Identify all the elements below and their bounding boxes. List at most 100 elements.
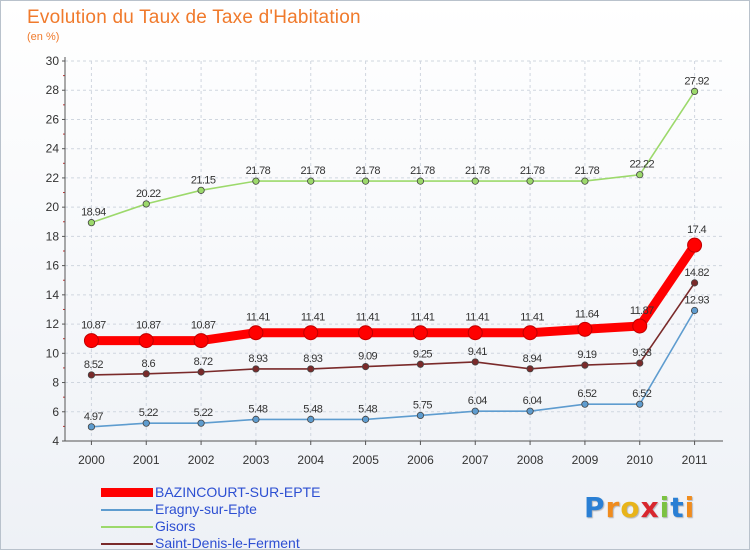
data-label: 5.48 — [248, 403, 267, 415]
data-label: 11.41 — [246, 312, 270, 324]
x-tick-label: 2007 — [462, 453, 489, 467]
series-lines — [83, 87, 703, 431]
series-point — [83, 333, 99, 349]
series-point — [252, 415, 260, 423]
axes: 4 6 8 10 12 14 16 18 20 22 24 26 28 30 2000 2001 2002 200… — [46, 54, 723, 467]
data-label: 14.82 — [684, 267, 709, 279]
proxiti-logo: Proxiti — [584, 491, 695, 524]
legend-label: Eragny-sur-Epte — [155, 501, 257, 517]
data-label: 18.94 — [81, 207, 106, 219]
series-point — [361, 363, 370, 371]
logo-letter: o — [620, 491, 641, 524]
series-point — [252, 177, 260, 185]
data-label: 21.78 — [246, 165, 271, 177]
data-label: 9.41 — [468, 346, 487, 358]
series-line-saint-denis-le-ferment — [90, 282, 696, 376]
data-label: 5.22 — [139, 407, 158, 419]
series-point — [361, 415, 370, 423]
data-label: 11.41 — [411, 312, 435, 324]
data-label: 8.93 — [248, 353, 267, 365]
series-point — [526, 177, 534, 185]
series-point — [142, 419, 150, 427]
series-point — [416, 411, 425, 420]
data-label: 8.94 — [523, 353, 542, 365]
data-label: 20.22 — [136, 188, 161, 200]
data-label: 9.09 — [358, 351, 377, 363]
data-label: 27.92 — [684, 75, 709, 87]
series-point — [690, 306, 699, 315]
data-label: 21.78 — [575, 165, 600, 177]
legend-label: BAZINCOURT-SUR-EPTE — [155, 484, 321, 500]
data-label: 6.04 — [468, 395, 487, 407]
series-point — [526, 365, 534, 373]
chart-title: Evolution du Taux de Taxe d'Habitation — [27, 7, 361, 28]
series-point — [636, 359, 644, 367]
x-tick-label: 2008 — [517, 453, 544, 467]
y-tick-label: 16 — [46, 259, 60, 273]
series-point — [471, 407, 479, 415]
series-point — [471, 358, 479, 366]
logo-letter: i — [684, 491, 696, 524]
x-tick-label: 2003 — [243, 453, 270, 467]
series-point — [307, 177, 315, 185]
series-point — [307, 415, 315, 423]
series-point — [138, 333, 154, 349]
data-label: 8.93 — [303, 353, 322, 365]
series-point — [581, 361, 589, 369]
x-tick-label: 2006 — [407, 453, 434, 467]
y-tick-label: 20 — [46, 200, 60, 214]
data-label: 6.52 — [632, 388, 651, 400]
series-point — [577, 321, 593, 337]
x-tick-label: 2004 — [297, 453, 324, 467]
logo-letter: x — [640, 491, 660, 524]
data-label: 9.25 — [413, 348, 432, 360]
y-tick-label: 18 — [46, 229, 60, 243]
series-point — [193, 333, 209, 349]
series-point — [303, 325, 319, 341]
data-label: 11.87 — [630, 305, 654, 317]
grid — [65, 60, 723, 442]
logo-letter: r — [605, 491, 621, 524]
data-label: 6.52 — [577, 388, 596, 400]
data-labels: 4.97 5.22 5.22 5.48 5.48 5.48 5.75 6.04 6.04 6.52… — [81, 75, 710, 422]
data-label: 21.78 — [410, 165, 435, 177]
data-label: 5.75 — [413, 399, 432, 411]
data-label: 10.87 — [136, 320, 161, 332]
y-tick-label: 6 — [52, 405, 59, 419]
x-tick-label: 2011 — [682, 453, 708, 467]
y-tick-label: 14 — [46, 288, 60, 302]
chart-subtitle: (en %) — [27, 31, 60, 43]
series-point — [471, 177, 479, 185]
data-label: 12.93 — [684, 294, 709, 306]
series-point — [197, 186, 205, 194]
y-tick-label: 12 — [46, 317, 60, 331]
y-tick-label: 22 — [46, 171, 60, 185]
data-label: 17.4 — [687, 224, 706, 236]
series-point — [361, 177, 370, 185]
data-label: 9.33 — [632, 347, 651, 359]
logo-letter: P — [584, 491, 606, 524]
data-label: 21.78 — [300, 165, 325, 177]
data-label: 5.22 — [194, 407, 213, 419]
data-label: 8.52 — [84, 359, 103, 371]
series-point — [252, 365, 260, 373]
series-line-gisors — [90, 90, 696, 224]
x-tick-label: 2009 — [572, 453, 599, 467]
y-tick-label: 4 — [52, 434, 59, 448]
series-point — [632, 318, 648, 334]
data-label: 6.04 — [523, 395, 542, 407]
data-label: 11.64 — [575, 308, 599, 320]
y-tick-label: 26 — [46, 112, 60, 126]
legend-label: Gisors — [155, 518, 196, 534]
data-label: 22.22 — [629, 159, 654, 171]
x-tick-label: 2010 — [626, 453, 653, 467]
x-tick-label: 2002 — [188, 453, 215, 467]
data-label: 11.41 — [465, 312, 489, 324]
data-label: 9.19 — [577, 349, 596, 361]
y-tick-label: 28 — [46, 83, 60, 97]
series-point — [690, 279, 699, 287]
data-label: 5.48 — [303, 403, 322, 415]
series-point — [687, 237, 703, 253]
data-label: 11.41 — [520, 312, 544, 324]
